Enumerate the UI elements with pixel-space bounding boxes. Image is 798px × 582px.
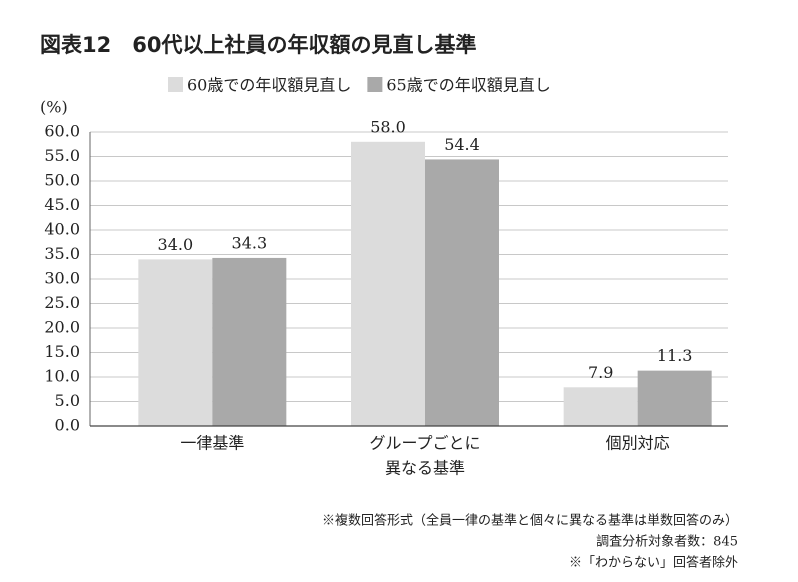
y-tick-label: 25.0: [44, 293, 80, 312]
y-tick-label: 55.0: [44, 146, 80, 165]
legend-swatch: [168, 77, 183, 92]
y-tick-label: 40.0: [44, 220, 80, 239]
footnote: ※「わからない」回答者除外: [569, 555, 738, 571]
y-tick-label: 5.0: [55, 391, 80, 410]
y-tick-label: 0.0: [55, 416, 80, 435]
y-tick-label: 30.0: [44, 269, 80, 288]
footnote: 調査分析対象者数：845: [596, 535, 738, 550]
y-tick-label: 10.0: [44, 367, 80, 386]
bar: [351, 141, 425, 427]
y-tick-label: 50.0: [44, 171, 80, 190]
y-unit: (%): [40, 98, 68, 117]
legend-label: 60歳での年収額見直し: [187, 76, 351, 95]
data-label: 34.0: [158, 235, 194, 254]
bar: [138, 259, 213, 426]
data-label: 34.3: [232, 233, 268, 252]
data-label: 58.0: [370, 117, 406, 136]
data-label: 11.3: [657, 346, 693, 365]
bar: [563, 387, 638, 426]
y-tick-label: 45.0: [44, 195, 80, 214]
bar: [637, 370, 712, 426]
chart-title: 図表12 60代以上社員の年収額の見直し基準: [40, 33, 476, 57]
y-tick-label: 35.0: [44, 244, 80, 263]
legend-label: 65歳での年収額見直し: [386, 76, 550, 95]
x-tick-label: グループごとに: [369, 434, 480, 453]
x-tick-label: 個別対応: [606, 434, 670, 453]
y-tick-label: 15.0: [44, 342, 80, 361]
footnote: ※複数回答形式（全員一律の基準と個々に異なる基準は単数回答のみ）: [322, 513, 738, 529]
y-tick-label: 60.0: [44, 122, 80, 141]
legend-swatch: [367, 77, 383, 92]
x-tick-label: 一律基準: [180, 434, 244, 453]
x-tick-label: 異なる基準: [385, 459, 465, 478]
data-label: 7.9: [588, 363, 613, 382]
y-tick-label: 20.0: [44, 318, 80, 337]
bar: [425, 159, 499, 426]
data-label: 54.4: [444, 135, 480, 154]
bar: [212, 257, 287, 426]
